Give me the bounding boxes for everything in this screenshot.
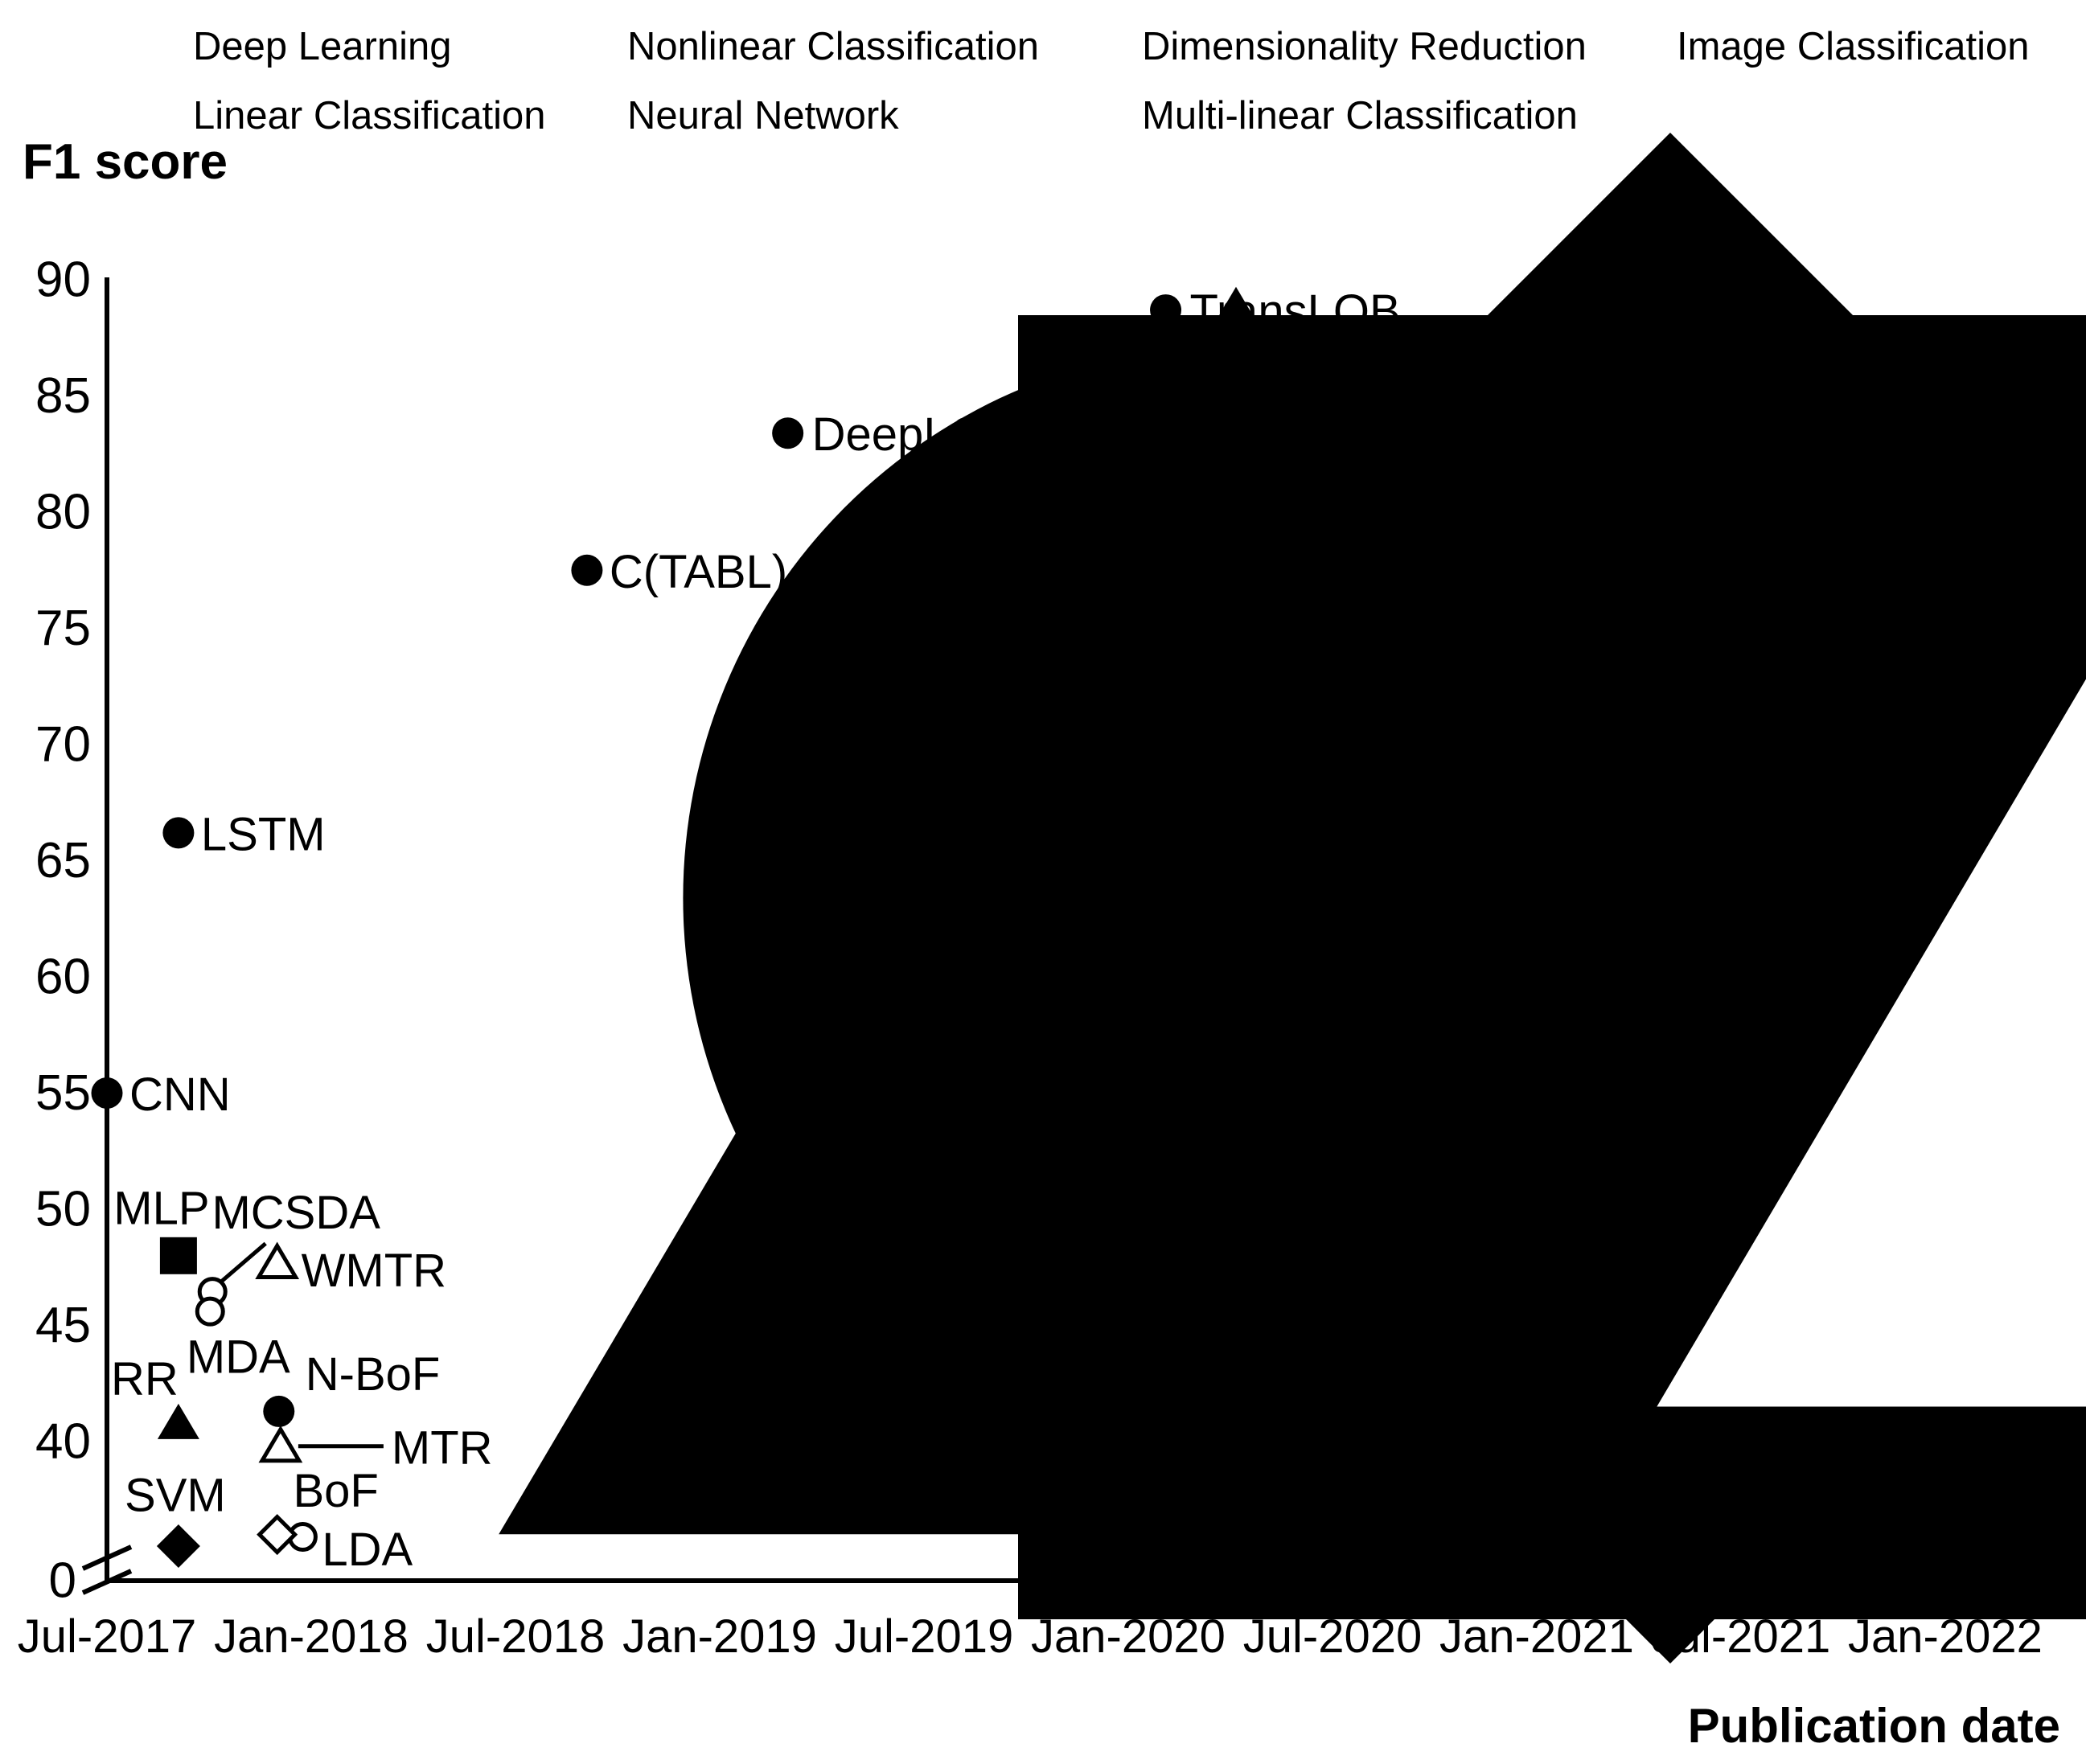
data-point-marker — [157, 1403, 199, 1439]
legend-item-label: Nonlinear Classification — [627, 25, 1040, 68]
y-tick-label: 90 — [35, 252, 91, 308]
data-point-marker — [156, 1524, 200, 1569]
y-tick-label: 75 — [35, 601, 91, 656]
x-axis-title: Publication date — [1687, 1699, 2060, 1753]
data-point-marker — [257, 1514, 298, 1556]
data-point-marker — [159, 1237, 197, 1274]
y-tick-label-zero: 0 — [49, 1553, 76, 1609]
data-point-label: RR — [111, 1352, 179, 1405]
legend-item-linear-classification: Linear Classification — [193, 85, 1973, 1535]
legend-item-image-classification: Image Classification — [1677, 16, 2086, 989]
data-point-marker — [195, 1296, 225, 1327]
data-point-label: LSTM — [201, 808, 326, 860]
data-point-marker — [571, 554, 603, 586]
data-point-label: BoF — [293, 1465, 378, 1517]
data-point-label: N-BoF — [306, 1348, 441, 1401]
legend-item-label: Linear Classification — [193, 94, 546, 137]
data-point-marker — [772, 417, 804, 449]
data-point-marker — [162, 817, 195, 849]
legend-item-multi-linear-classification: Multi-linear Classification — [1142, 85, 2086, 1549]
legend-item-label: Deep Learning — [193, 25, 452, 68]
legend-item-label: Multi-linear Classification — [1142, 94, 1578, 137]
y-tick-label: 85 — [35, 368, 91, 424]
data-point-marker — [258, 1425, 303, 1463]
legend-item-dimensionality-reduction: Dimensionality Reduction — [1142, 16, 2086, 1413]
y-tick-label: 80 — [35, 485, 91, 540]
x-tick-label: Jan-2018 — [214, 1610, 409, 1663]
data-point-marker — [263, 1395, 295, 1427]
x-tick-label: Jan-2019 — [622, 1610, 817, 1663]
data-point-label: LDA — [322, 1524, 413, 1576]
data-point-label: CNN — [129, 1069, 231, 1121]
y-tick-label: 50 — [35, 1182, 91, 1237]
data-point-label: C(TABL) — [610, 546, 787, 598]
y-axis-title: F1 score — [23, 134, 228, 190]
y-tick-label: 40 — [35, 1414, 91, 1470]
y-tick-label: 70 — [35, 717, 91, 773]
x-tick-label: Jul-2017 — [18, 1610, 196, 1663]
data-point-label: MDA — [187, 1331, 290, 1384]
axis-break-mark — [81, 1545, 133, 1571]
data-point-marker — [255, 1241, 300, 1279]
data-point-label: MTR — [392, 1421, 493, 1474]
x-tick-label: Jul-2018 — [426, 1610, 605, 1663]
y-tick-label: 65 — [35, 833, 91, 888]
legend-item-nonlinear-classification: Nonlinear Classification — [627, 16, 2086, 1664]
legend-item-label: Dimensionality Reduction — [1142, 25, 1587, 68]
triangle-open-legend-icon — [1408, 400, 2086, 1549]
legend-item-label: Image Classification — [1677, 25, 2030, 68]
axis-break-mark — [81, 1569, 133, 1595]
data-point-label: MCSDA — [211, 1187, 380, 1239]
legend-item-label: Neural Network — [627, 94, 899, 137]
y-tick-label: 45 — [35, 1298, 91, 1353]
y-tick-label: 60 — [35, 950, 91, 1005]
legend: Deep Learning Nonlinear Classification Dim… — [0, 0, 2086, 1664]
data-point-marker — [91, 1077, 123, 1109]
y-tick-label: 55 — [35, 1065, 91, 1121]
data-point-marker — [1408, 400, 2086, 1549]
legend-item-neural-network: Neural Network — [627, 85, 2086, 1619]
legend-item-deep-learning: Deep Learning — [193, 16, 1789, 1451]
data-point-label: SVM — [125, 1470, 226, 1522]
data-point-label: WMTR — [302, 1245, 446, 1297]
label-leader-line — [218, 1241, 267, 1285]
x-tick-label: Jul-2019 — [835, 1610, 1013, 1663]
data-point-label: MLP — [113, 1182, 209, 1234]
